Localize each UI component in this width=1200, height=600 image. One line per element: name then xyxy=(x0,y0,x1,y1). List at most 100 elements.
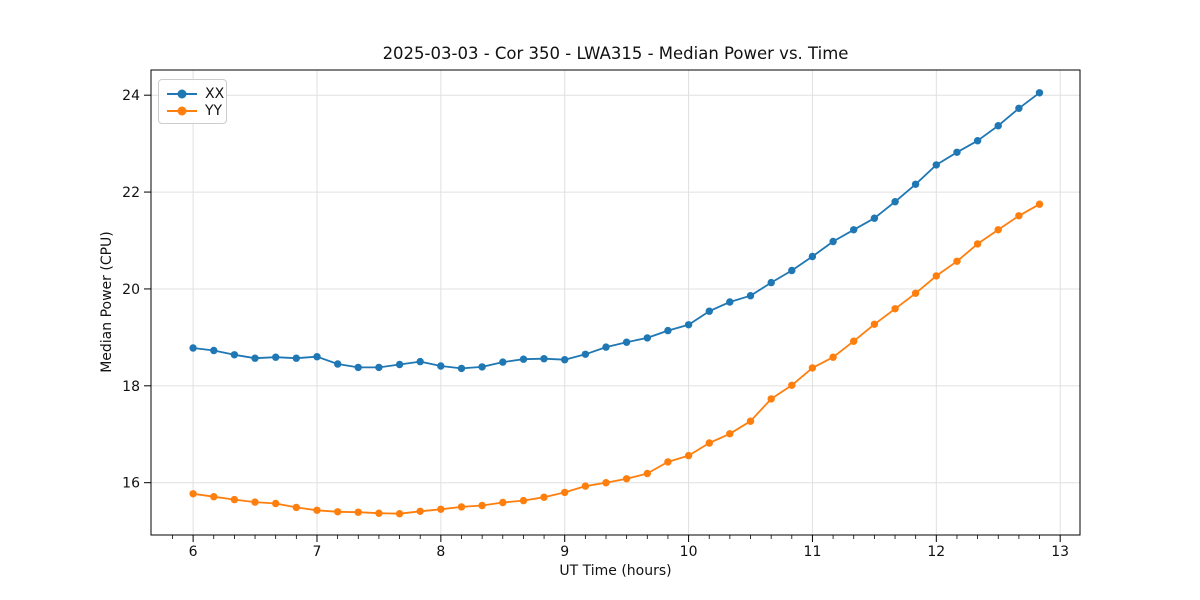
series-yy-marker xyxy=(437,505,445,513)
series-yy-marker xyxy=(272,499,280,508)
series-xx-marker xyxy=(829,237,837,246)
x-tick-label: 6 xyxy=(189,544,198,560)
series-yy-marker xyxy=(953,257,961,265)
series-xx-marker xyxy=(272,353,280,361)
series-xx-marker xyxy=(664,326,672,335)
series-xx-marker xyxy=(251,354,259,362)
series-yy-marker xyxy=(292,503,300,512)
series-yy-marker xyxy=(622,475,631,483)
series-yy-marker xyxy=(334,508,342,516)
x-axis-label: UT Time (hours) xyxy=(559,563,672,579)
x-tick-label: 7 xyxy=(313,544,322,560)
series-yy-marker xyxy=(457,503,466,511)
series-xx-marker xyxy=(230,351,239,359)
series-xx-marker xyxy=(767,278,775,287)
x-tick-label: 12 xyxy=(927,544,945,560)
series-xx-marker xyxy=(395,360,404,369)
series-yy-marker xyxy=(230,495,239,504)
legend-swatch-yy-icon xyxy=(167,106,197,116)
x-tick-label: 8 xyxy=(436,544,445,560)
series-yy-marker xyxy=(705,439,713,447)
series-yy-marker xyxy=(1035,200,1044,208)
series-xx-marker xyxy=(932,161,940,169)
series-xx-marker xyxy=(540,355,548,363)
series-xx-marker xyxy=(519,355,528,363)
series-xx-marker xyxy=(726,298,734,306)
x-tick-label: 9 xyxy=(560,544,569,560)
series-yy-marker xyxy=(891,305,899,313)
series-yy-marker xyxy=(829,353,837,361)
series-yy-marker xyxy=(519,496,528,505)
series-xx-marker xyxy=(746,292,755,300)
legend-item-xx: XX xyxy=(167,85,224,102)
series-xx-marker xyxy=(189,344,197,352)
series-xx-marker xyxy=(602,343,610,351)
series-xx-marker xyxy=(354,363,362,372)
series-xx-marker xyxy=(891,198,899,206)
x-tick-label: 13 xyxy=(1051,544,1069,560)
legend-swatch-xx-icon xyxy=(167,89,197,99)
series-yy-marker xyxy=(643,469,651,478)
series-yy-marker xyxy=(602,479,610,487)
series-xx-marker xyxy=(643,334,651,342)
series-yy-marker xyxy=(581,482,590,490)
series-xx-marker xyxy=(313,353,321,361)
series-yy-marker xyxy=(210,493,218,501)
legend-label-xx: XX xyxy=(205,85,225,102)
y-tick-label: 18 xyxy=(122,379,140,395)
series-xx-marker xyxy=(1035,89,1044,97)
legend-label-yy: YY xyxy=(205,102,223,119)
series-yy-marker xyxy=(1015,212,1023,220)
chart-title: 2025-03-03 - Cor 350 - LWA315 - Median P… xyxy=(382,44,849,63)
series-yy-marker xyxy=(808,364,817,372)
series-xx-marker xyxy=(911,180,920,188)
y-tick-label: 24 xyxy=(122,88,140,104)
series-xx-marker xyxy=(437,362,445,370)
series-yy-marker xyxy=(788,381,796,389)
series-xx-marker xyxy=(478,363,486,371)
series-xx-marker xyxy=(334,360,342,368)
series-yy-marker xyxy=(870,320,879,328)
series-xx-marker xyxy=(561,356,569,364)
series-yy-marker xyxy=(540,493,548,501)
series-xx-marker xyxy=(850,226,858,234)
series-yy-marker xyxy=(189,490,197,498)
series-xx-marker xyxy=(292,354,300,362)
series-yy-marker xyxy=(684,451,693,460)
series-xx-marker xyxy=(1015,104,1023,113)
series-yy-marker xyxy=(251,498,259,506)
series-xx-marker xyxy=(953,148,961,156)
series-yy-marker xyxy=(746,417,755,425)
series-xx-marker xyxy=(581,350,590,358)
series-xx-marker xyxy=(210,346,218,355)
y-tick-label: 22 xyxy=(122,185,140,201)
series-yy-marker xyxy=(932,272,940,280)
series-xx-marker xyxy=(622,338,631,346)
series-xx-marker xyxy=(416,357,424,366)
series-yy-marker xyxy=(354,508,362,516)
series-yy-marker xyxy=(973,240,982,248)
series-xx-marker xyxy=(457,364,466,373)
series-yy-marker xyxy=(313,506,321,514)
y-tick-label: 16 xyxy=(122,476,140,492)
series-yy-line xyxy=(192,203,1040,515)
series-xx-line xyxy=(192,92,1041,370)
series-xx-marker xyxy=(808,252,817,261)
series-yy-marker xyxy=(726,430,734,438)
series-yy-marker xyxy=(499,498,507,507)
legend: XX YY xyxy=(158,79,227,124)
series-xx-marker xyxy=(375,363,383,372)
series-xx-marker xyxy=(684,321,693,329)
series-yy-marker xyxy=(767,395,775,403)
y-tick-label: 20 xyxy=(122,282,140,298)
series-xx-marker xyxy=(499,358,507,366)
series-xx-marker xyxy=(788,266,796,275)
legend-marker-xx-icon xyxy=(177,89,187,98)
series-yy-marker xyxy=(850,337,858,345)
series-yy-marker xyxy=(416,507,424,515)
x-tick-label: 10 xyxy=(680,544,698,560)
series-xx-marker xyxy=(994,122,1002,130)
legend-item-yy: YY xyxy=(167,102,222,119)
plot-area-border xyxy=(150,69,1081,536)
